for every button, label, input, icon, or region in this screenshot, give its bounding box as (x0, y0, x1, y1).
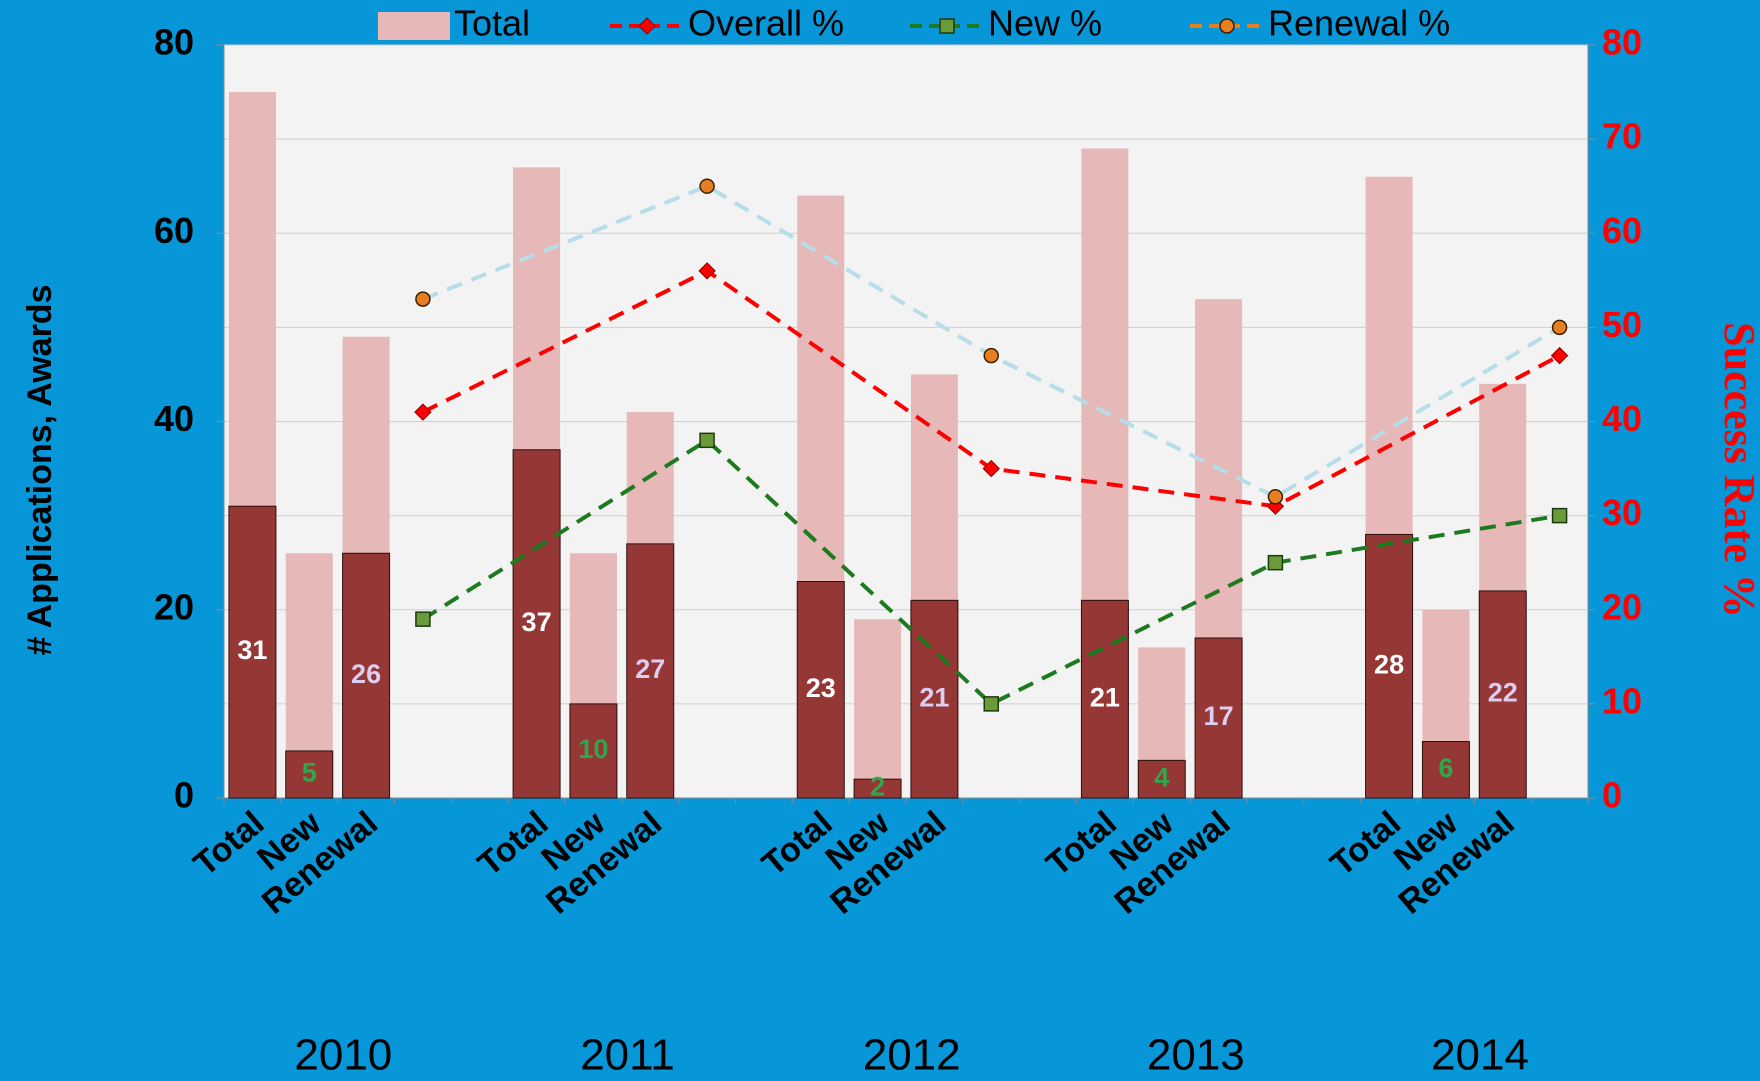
data-label: 6 (1438, 753, 1453, 783)
y-tick-label: 20 (154, 586, 194, 627)
marker (1553, 320, 1567, 334)
y-axis-title: # Applications, Awards (21, 285, 59, 656)
marker (984, 697, 998, 711)
data-label: 28 (1374, 649, 1404, 679)
legend-swatch (378, 12, 450, 40)
y2-tick-label: 60 (1602, 210, 1642, 251)
y2-tick-label: 30 (1602, 492, 1642, 533)
y-tick-label: 40 (154, 398, 194, 439)
data-label: 21 (1090, 682, 1120, 712)
data-label: 26 (351, 659, 381, 689)
marker (940, 19, 954, 33)
y-tick-label: 80 (154, 22, 194, 63)
y2-tick-label: 20 (1602, 586, 1642, 627)
marker (700, 179, 714, 193)
y2-tick-label: 10 (1602, 680, 1642, 721)
data-label: 37 (522, 607, 552, 637)
y-tick-label: 0 (174, 775, 194, 816)
y2-tick-label: 0 (1602, 775, 1622, 816)
legend-label: Total (454, 3, 530, 44)
marker (700, 433, 714, 447)
marker (1220, 19, 1234, 33)
data-label: 21 (919, 682, 949, 712)
data-label: 27 (635, 654, 665, 684)
group-label: 2010 (294, 1031, 392, 1080)
y2-tick-label: 50 (1602, 304, 1642, 345)
legend-label: New % (988, 3, 1102, 44)
marker (1268, 490, 1282, 504)
group-label: 2011 (580, 1031, 675, 1080)
data-label: 5 (302, 758, 317, 788)
y-tick-label: 60 (154, 210, 194, 251)
y2-tick-label: 70 (1602, 116, 1642, 157)
y2-axis-title: Success Rate % (1715, 322, 1760, 618)
group-label: 2013 (1147, 1031, 1245, 1080)
y2-tick-label: 80 (1602, 22, 1642, 63)
marker (416, 612, 430, 626)
legend-label: Renewal % (1268, 3, 1450, 44)
data-label: 31 (237, 635, 267, 665)
data-label: 2 (870, 772, 885, 802)
marker (1553, 509, 1567, 523)
marker (1268, 556, 1282, 570)
group-label: 2012 (863, 1031, 961, 1080)
page: # Applications, Awards Success Rate % 0 1… (0, 0, 1760, 1081)
legend-label: Overall % (688, 3, 844, 44)
data-label: 23 (806, 673, 836, 703)
marker (416, 292, 430, 306)
data-label: 10 (578, 734, 608, 764)
data-label: 4 (1154, 762, 1169, 792)
marker (984, 349, 998, 363)
group-label: 2014 (1431, 1031, 1529, 1080)
data-label: 17 (1204, 701, 1234, 731)
chart: # Applications, Awards Success Rate % 0 1… (0, 0, 1760, 1081)
y2-tick-label: 40 (1602, 398, 1642, 439)
data-label: 22 (1488, 678, 1518, 708)
